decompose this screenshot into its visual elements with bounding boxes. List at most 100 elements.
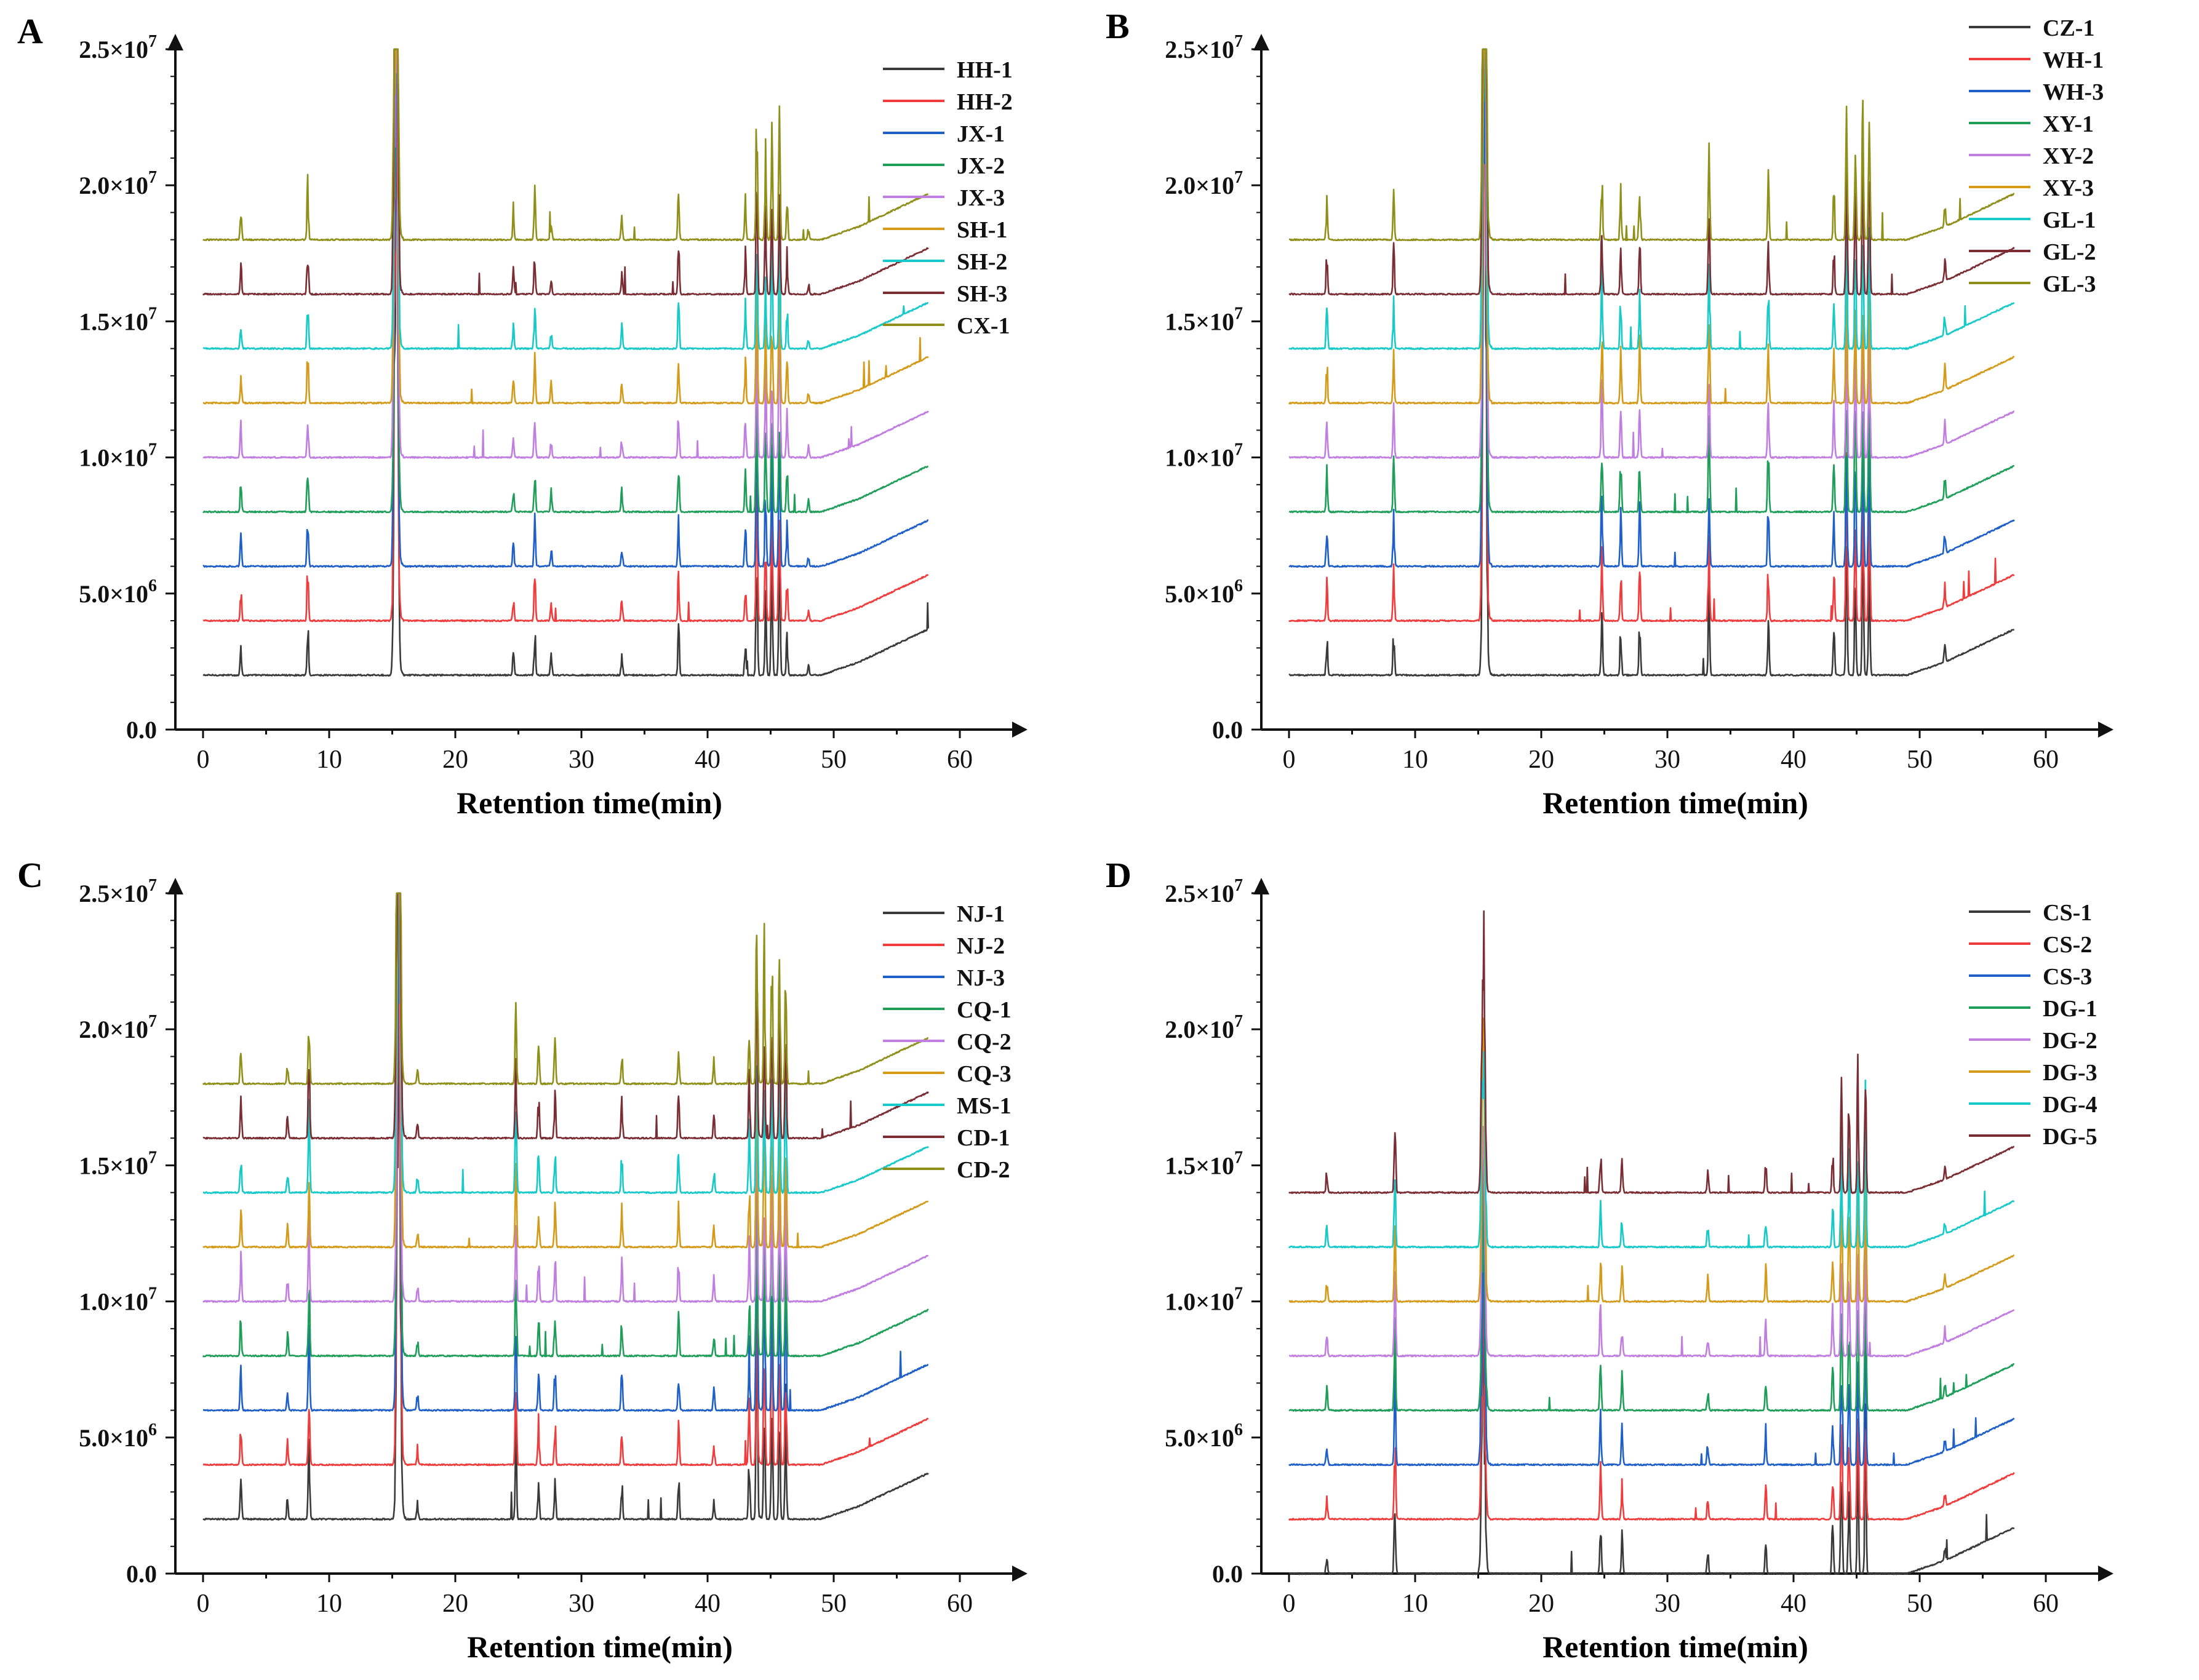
legend-entry: XY-3 [2043,175,2094,201]
x-tick-label: 60 [2033,746,2059,774]
legend-entry: CQ-3 [957,1061,1012,1087]
x-axis-label: Retention time(min) [1542,1630,1808,1664]
y-tick-label: 1.0×107 [1165,1284,1243,1316]
legend-entry: SH-2 [957,249,1007,275]
legend-entry: CS-1 [2043,900,2092,926]
x-tick-label: 30 [1654,746,1680,774]
series-line [202,892,929,1086]
y-tick-label: 1.5×107 [79,1148,157,1179]
series-line [1288,1153,2015,1467]
legend-entry: DG-4 [2043,1092,2097,1118]
x-axis-label: Retention time(min) [467,1630,733,1664]
series-line [1288,1126,2015,1358]
series-line [202,892,929,1195]
series-line [1288,48,2015,623]
legend-entry: GL-1 [2043,207,2096,233]
series-line [202,48,928,242]
panel-label: B [1106,6,1130,46]
y-tick-label: 1.0×107 [79,1284,157,1316]
legend-entry: DG-1 [2043,996,2097,1022]
series-line [202,48,929,296]
legend-entry: CZ-1 [2043,15,2094,41]
y-tick-label: 2.5×107 [79,876,157,907]
x-axis-arrow [2098,1566,2113,1582]
x-axis-label: Retention time(min) [457,786,722,820]
legend-entry: NJ-3 [957,965,1005,991]
series-line [1288,48,2014,460]
legend-entry: JX-1 [957,121,1005,147]
legend-entry: CS-2 [2043,932,2092,958]
y-tick-label: 5.0×106 [1165,1420,1243,1452]
series-line [1288,48,2015,568]
x-tick-label: 0 [1283,1590,1296,1618]
series-line [202,48,929,677]
y-tick-label: 1.5×107 [79,304,157,335]
legend-entry: CX-1 [957,313,1010,339]
legend-entry: GL-2 [2043,239,2096,265]
chart-marks: 0 10 20 30 40 50 60 0.0 5.0×106 1.0×107 1.5×107 2.0… [1165,15,2113,774]
chart-marks: 0 10 20 30 40 50 60 0.0 5.0×106 1.0×107 1.5×107 2.0… [79,876,1028,1618]
x-axis-label: Retention time(min) [1542,786,1808,820]
y-tick-label: 1.0×107 [79,440,157,472]
x-tick-label: 20 [1528,1590,1554,1618]
legend-entry: HH-1 [957,57,1013,83]
x-tick-label: 50 [1907,746,1933,774]
x-tick-label: 60 [2033,1590,2059,1618]
legend-entry: DG-3 [2043,1060,2097,1086]
series-line [202,48,929,460]
x-tick-label: 40 [695,746,720,774]
series-line [202,892,929,1140]
series-line [202,892,929,1412]
x-tick-label: 0 [197,1590,210,1618]
panel-label: C [17,855,43,895]
y-tick-label: 2.0×107 [1165,1012,1243,1043]
legend-entry: SH-3 [957,281,1007,307]
chart-panel-a: A 0 10 20 30 40 50 60 0.0 5.0×106 1.0×107 1.5×107 2… [17,11,1028,820]
legend-entry: DG-5 [2043,1124,2097,1150]
y-tick-label: 2.0×107 [79,168,157,199]
x-tick-label: 30 [569,1590,594,1618]
x-tick-label: 30 [1654,1590,1680,1618]
series-line [1288,910,2014,1195]
legend-entry: XY-2 [2043,143,2094,169]
series-line [1288,48,2015,514]
chart-panel-d: D 0 10 20 30 40 50 60 0.0 5.0×106 1.0×107 1.5×107 2… [1106,855,2113,1664]
x-axis-arrow [1012,722,1028,738]
series-line [202,892,929,1304]
x-tick-label: 60 [947,1590,973,1618]
series-line [1288,48,2015,405]
x-tick-label: 50 [821,746,847,774]
legend-entry: GL-3 [2043,271,2096,297]
y-tick-label: 5.0×106 [79,576,157,608]
y-tick-label: 5.0×106 [1165,576,1243,608]
legend-entry: CD-2 [957,1157,1010,1183]
series-line [1288,1131,2014,1412]
x-axis-arrow [1012,1566,1028,1582]
series-line [202,48,928,351]
y-tick-label: 1.5×107 [1165,304,1243,335]
legend-entry: CQ-2 [957,1029,1012,1055]
series-line [202,48,929,568]
chart-panel-b: B 0 10 20 30 40 50 60 0.0 5.0×106 1.0×107 1.5×107 2… [1106,6,2113,820]
legend-entry: SH-1 [957,217,1007,243]
x-tick-label: 30 [569,746,594,774]
series-line [1288,48,2015,242]
y-tick-label: 1.0×107 [1165,440,1243,472]
legend-entry: CD-1 [957,1125,1010,1151]
legend-entry: MS-1 [957,1093,1012,1119]
y-tick-label: 2.5×107 [1165,32,1243,63]
panel-label: D [1106,855,1131,895]
y-tick-label: 1.5×107 [1165,1148,1243,1179]
legend-entry: CS-3 [2043,964,2092,990]
series-line [1288,1283,2015,1575]
y-tick-label: 2.0×107 [79,1012,157,1043]
x-tick-label: 20 [442,746,468,774]
x-axis-arrow [2098,722,2113,738]
series-line [202,892,929,1467]
legend-entry: XY-1 [2043,111,2094,137]
series-line [202,892,929,1249]
legend-entry: NJ-1 [957,901,1005,927]
series-line [1288,48,2014,677]
y-axis-arrow [1253,34,1269,50]
